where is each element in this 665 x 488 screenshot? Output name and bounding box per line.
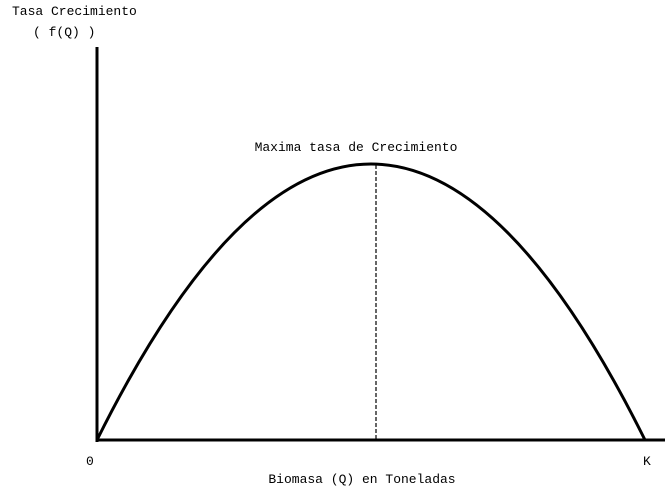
growth-curve — [95, 162, 647, 441]
annotation: Maxima tasa de Crecimiento — [255, 140, 458, 155]
x-axis-label: Biomasa (Q) en Toneladas — [268, 472, 455, 487]
x-origin-label: 0 — [86, 454, 94, 469]
y-axis-label: Tasa Crecimiento — [12, 4, 137, 19]
y-axis-sublabel: ( f(Q) ) — [33, 25, 95, 40]
x-end-label: K — [643, 454, 651, 469]
